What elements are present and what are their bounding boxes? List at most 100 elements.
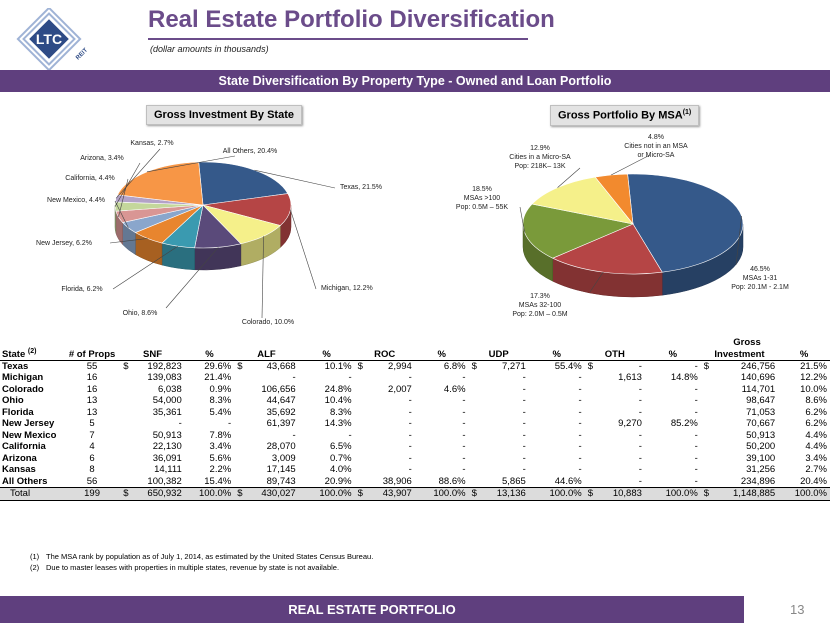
pie-leader-1-2 [519, 206, 525, 233]
table-cell: 17,145 [266, 464, 296, 476]
table-header-5: % [298, 347, 355, 361]
table-cell: 3,009 [271, 452, 296, 464]
table-row: New Mexico 7 50,913 7.8% - - - - - - - - 50,913 4.4% [0, 430, 830, 442]
pie-leader-1-3 [557, 167, 581, 188]
table-cell: 106,656 [261, 383, 296, 395]
table-cell: - [292, 429, 296, 441]
table-cell: 8.3% [209, 395, 232, 407]
page-title: Real Estate Portfolio Diversification [148, 6, 555, 33]
table-cell: 55.4% [554, 360, 582, 372]
table-cell [234, 430, 249, 442]
pie-label-1-4: 4.8% Cities not in an MSA or Micro-SA [624, 134, 688, 159]
table-cell: 0.7% [329, 452, 352, 464]
table-cell: 140,696 [740, 372, 776, 384]
table-cell [469, 430, 484, 442]
pie-label-0-3: Ohio, 8.6% [123, 310, 158, 317]
table-cell [585, 384, 600, 396]
table-cell: 8 [89, 464, 95, 476]
table-cell: - [462, 395, 466, 407]
table-cell: 56 [86, 475, 98, 487]
table-header-12: Investment [700, 347, 779, 361]
table-cell: 16 [86, 372, 98, 384]
table-cell: - [462, 418, 466, 430]
table-cell: - [522, 441, 526, 453]
table-cell: - [638, 452, 642, 464]
pie-label-1-0: 46.5% MSAs 1-31 Pop: 20.1M - 2.1M [731, 266, 789, 291]
pie-label-0-6: New Mexico, 4.4% [47, 197, 105, 204]
table-cell: 44.6% [554, 475, 582, 487]
pie-slice-1-2 [522, 203, 635, 259]
table-cell: 24.8% [324, 383, 352, 395]
table-cell: - [462, 406, 466, 418]
table-cell: - [578, 395, 582, 407]
table-cell: 22,130 [152, 441, 182, 453]
table-cell: 35,692 [266, 406, 296, 418]
table-cell: 3.4% [209, 441, 232, 453]
table-cell: 6,038 [157, 383, 182, 395]
state-name: Arizona [2, 452, 37, 464]
msa-chart-title-text: Gross Portfolio By MSA [558, 109, 683, 122]
table-cell: 55 [86, 360, 98, 372]
table-cell [701, 395, 716, 407]
table-cell: - [578, 441, 582, 453]
table-cell: 36,091 [152, 452, 182, 464]
table-row: All Others 56 100,382 15.4% 89,743 20.9% 38,90… [0, 476, 830, 488]
table-cell [355, 395, 370, 407]
table-cell: 39,100 [746, 452, 776, 464]
table-cell: - [694, 475, 698, 487]
table-cell [469, 395, 484, 407]
table-cell [234, 476, 249, 488]
table-cell: 7,271 [502, 360, 526, 372]
table-cell [701, 418, 716, 430]
page-subtitle: (dollar amounts in thousands) [150, 44, 269, 54]
table-cell [120, 372, 135, 384]
table-cell: 38,906 [382, 475, 412, 487]
table-cell: 100.0% [184, 487, 235, 501]
table-cell: - [462, 441, 466, 453]
table-cell: - [408, 395, 412, 407]
table-cell [469, 453, 484, 465]
table-header-6: ROC [354, 347, 415, 361]
table-cell: 14.8% [670, 372, 698, 384]
table-cell [355, 418, 370, 430]
table-cell: $ [468, 487, 484, 501]
table-cell: 43,907 [369, 487, 415, 501]
table-cell [234, 418, 249, 430]
table-cell: - [694, 429, 698, 441]
table-cell [120, 476, 135, 488]
table-cell: 2,994 [388, 360, 412, 372]
table-cell: - [694, 406, 698, 418]
state-name: California [2, 441, 46, 453]
table-cell: 16 [86, 383, 98, 395]
table-cell [469, 418, 484, 430]
table-header-0: State (2) [0, 347, 64, 361]
table-cell: 4.4% [805, 441, 827, 453]
table-cell [585, 372, 600, 384]
pie-label-0-9: Kansas, 2.7% [130, 140, 173, 147]
table-cell: $ [471, 360, 477, 372]
table-cell: 12.2% [800, 372, 827, 384]
state-chart-title: Gross Investment By State [146, 105, 302, 125]
state-name: New Jersey [2, 418, 55, 430]
table-cell [585, 430, 600, 442]
table-header-2: SNF [120, 347, 185, 361]
table-cell: 7 [89, 429, 95, 441]
table-cell: 139,083 [147, 372, 182, 384]
table-cell: 43,668 [266, 360, 296, 372]
table-cell: - [522, 429, 526, 441]
table-cell: 61,397 [266, 418, 296, 430]
table-cell [355, 476, 370, 488]
table-cell: 14.3% [324, 418, 352, 430]
table-cell [469, 441, 484, 453]
table-cell: $ [700, 487, 716, 501]
table-cell: 0.9% [209, 383, 232, 395]
table-cell: - [694, 395, 698, 407]
ltc-logo: LTC REIT [16, 8, 89, 70]
section-banner: State Diversification By Property Type -… [0, 70, 830, 92]
pie-slice-1-1 [552, 223, 663, 275]
state-chart-title-text: Gross Investment By State [154, 109, 294, 121]
pie-label-1-3: 12.9% Cities in a Micro-SA Pop: 218K– 13K [509, 145, 571, 170]
pie-leader-1-1 [589, 271, 604, 293]
table-cell: $ [120, 487, 136, 501]
table-cell: 10.0% [800, 383, 827, 395]
